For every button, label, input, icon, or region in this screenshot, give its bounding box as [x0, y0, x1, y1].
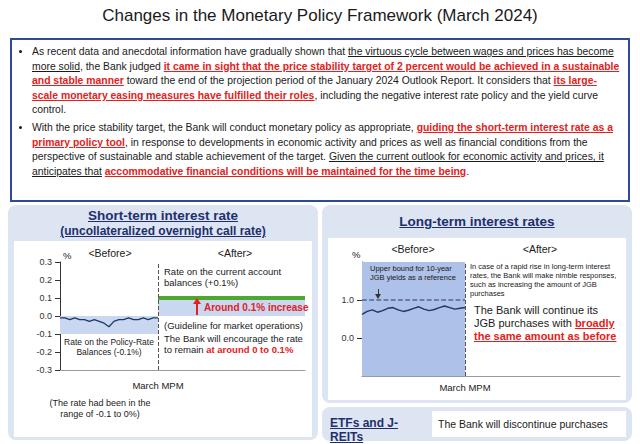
html-text:Rate on the current account ba: Rate on the current account balances (+0… [164, 266, 282, 289]
svg-text:0.3: 0.3 [39, 257, 52, 267]
html-text:The Bank will continue its JGB: The Bank will continue its JGB purchases… [474, 304, 617, 343]
html-text:Short-term interest rate: Short-term interest rate [88, 208, 238, 223]
html-text:(The rate had been in the rang: (The rate had been in the range of -0.1 … [49, 398, 151, 419]
html-text:March MPM: March MPM [439, 382, 491, 393]
html-text:Rate on the Policy-Rate Balanc: Rate on the Policy-Rate Balances (-0.1%) [64, 337, 154, 358]
svg-text:0.2: 0.2 [39, 275, 52, 285]
html-text:The Bank will discontinue purc: The Bank will discontinue purchases [438, 418, 608, 430]
svg-text:1.0: 1.0 [341, 295, 354, 305]
html-text:Around 0.1% increase: Around 0.1% increase [204, 302, 309, 313]
svg-text:0.0: 0.0 [39, 311, 52, 321]
svg-text:-0.1: -0.1 [36, 329, 52, 339]
svg-text:0.0: 0.0 [341, 333, 354, 343]
html-text:The Bank will encourage the ra: The Bank will encourage the rate to rema… [164, 333, 303, 356]
html-text:With the price stability targe: With the price stability target, the Ban… [32, 122, 613, 177]
html-text:As recent data and anecdotal i: As recent data and anecdotal information… [32, 46, 620, 116]
html-text:March MPM: March MPM [132, 380, 184, 391]
svg-text:0.1: 0.1 [39, 293, 52, 303]
html-text:Upper bound for 10-year JGB yi: Upper bound for 10-year JGB yields as a … [370, 264, 456, 282]
html-text:Long-term interest rates: Long-term interest rates [399, 214, 555, 229]
html-text:<Before>: <Before> [88, 247, 132, 259]
svg-text:-0.3: -0.3 [36, 365, 52, 375]
svg-text:-0.2: -0.2 [36, 347, 52, 357]
html-text:Changes in the Monetary Policy: Changes in the Monetary Policy Framework… [102, 6, 538, 25]
html-text:<Before>: <Before> [391, 243, 435, 255]
html-text:<After>: <After> [522, 243, 558, 255]
html-text:(Guideline for market operatio: (Guideline for market operations) [164, 320, 303, 331]
html-text:(uncollateralized overnight ca: (uncollateralized overnight call rate) [60, 224, 266, 238]
html-text:ETFs and J-REITs: ETFs and J-REITs [330, 416, 398, 444]
html-text:In case of a rapid rise in lon: In case of a rapid rise in long-term int… [470, 262, 617, 298]
html-text:<After>: <After> [217, 247, 253, 259]
